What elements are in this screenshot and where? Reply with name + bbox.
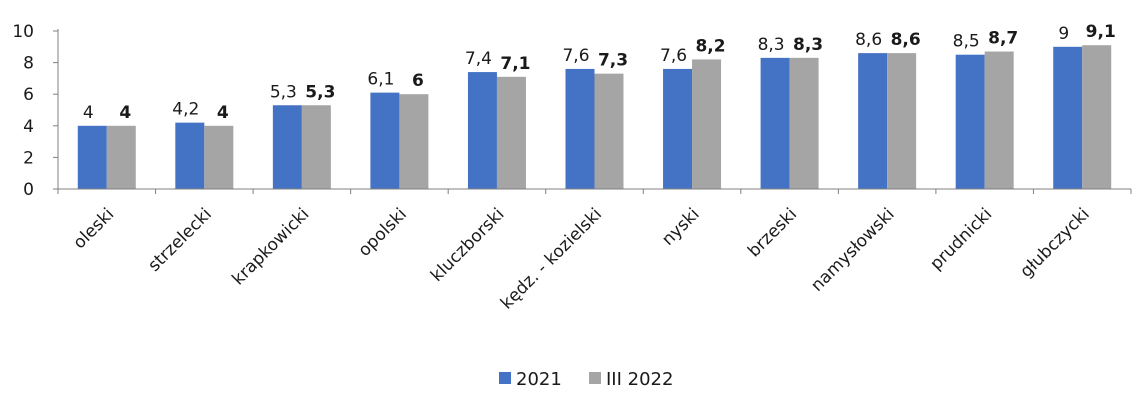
- bar-series-2021: [468, 72, 497, 189]
- y-tick-label: 0: [23, 180, 34, 200]
- x-category-label: krapkowicki: [228, 204, 313, 289]
- bar-series-2021: [78, 126, 107, 189]
- data-label: 7,4: [465, 49, 492, 69]
- x-category-label: głubczycki: [1016, 204, 1093, 281]
- legend-label: III 2022: [606, 369, 673, 390]
- x-category-label: oleski: [70, 204, 119, 253]
- data-label: 8,7: [988, 29, 1018, 49]
- bar-series-iii-2022: [399, 94, 428, 189]
- bar-series-2021: [761, 58, 790, 189]
- y-tick-label: 4: [23, 117, 34, 137]
- bar-series-2021: [663, 69, 692, 189]
- bar-series-2021: [273, 105, 302, 189]
- data-label: 8,2: [695, 36, 725, 56]
- bar-series-2021: [175, 123, 204, 189]
- bar-series-iii-2022: [1082, 45, 1111, 189]
- bars-group: [78, 45, 1111, 189]
- x-category-label: opolski: [355, 204, 411, 260]
- data-label: 7,6: [660, 46, 687, 66]
- y-tick-label: 10: [12, 22, 34, 42]
- legend-swatch: [499, 372, 511, 384]
- bar-series-iii-2022: [107, 126, 136, 189]
- x-category-label: namysłowski: [807, 204, 898, 295]
- data-label: 5,3: [305, 82, 335, 102]
- data-label: 4: [83, 103, 94, 123]
- x-category-label: strzelecki: [144, 204, 215, 275]
- x-axis: oleski strzelecki krapkowicki opolski kluczb…: [58, 189, 1131, 313]
- data-label: 4: [119, 103, 131, 123]
- x-category-label: brzeski: [744, 204, 801, 261]
- data-label: 4: [217, 103, 229, 123]
- data-label: 6: [412, 71, 424, 91]
- bar-series-2021: [858, 53, 887, 189]
- data-label: 8,6: [891, 30, 921, 50]
- data-label: 6,1: [367, 70, 394, 90]
- x-category-label: kędz. - kozielski: [497, 204, 606, 313]
- data-label: 8,3: [793, 35, 823, 55]
- bar-series-2021: [370, 93, 399, 189]
- data-label: 4,2: [172, 100, 199, 120]
- bar-series-2021: [566, 69, 595, 189]
- bar-series-iii-2022: [692, 59, 721, 189]
- legend: 2021 III 2022: [499, 369, 673, 390]
- data-label: 8,5: [953, 32, 980, 52]
- x-category-label: nyski: [658, 204, 703, 249]
- bar-series-iii-2022: [302, 105, 331, 189]
- bar-series-iii-2022: [985, 52, 1014, 189]
- x-category-label: kluczborski: [427, 204, 508, 285]
- y-axis: 0 2 4 6 8 10: [12, 22, 58, 200]
- data-label: 8,3: [758, 35, 785, 55]
- data-label: 5,3: [270, 82, 297, 102]
- bar-series-iii-2022: [497, 77, 526, 189]
- data-label: 8,6: [855, 30, 882, 50]
- y-tick-label: 2: [23, 148, 34, 168]
- legend-swatch: [589, 372, 601, 384]
- y-tick-label: 6: [23, 85, 34, 105]
- bar-series-iii-2022: [887, 53, 916, 189]
- data-label: 9,1: [1086, 22, 1116, 42]
- data-label: 7,3: [598, 51, 628, 71]
- bar-series-iii-2022: [790, 58, 819, 189]
- bar-series-2021: [956, 55, 985, 189]
- data-label: 7,1: [500, 54, 530, 74]
- y-tick-label: 8: [23, 54, 34, 74]
- data-label: 7,6: [562, 46, 589, 66]
- bar-series-2021: [1053, 47, 1082, 189]
- bar-series-iii-2022: [595, 74, 624, 189]
- bar-series-iii-2022: [204, 126, 233, 189]
- data-label: 9: [1058, 24, 1069, 44]
- legend-label: 2021: [516, 369, 562, 390]
- x-category-label: prudnicki: [926, 204, 996, 274]
